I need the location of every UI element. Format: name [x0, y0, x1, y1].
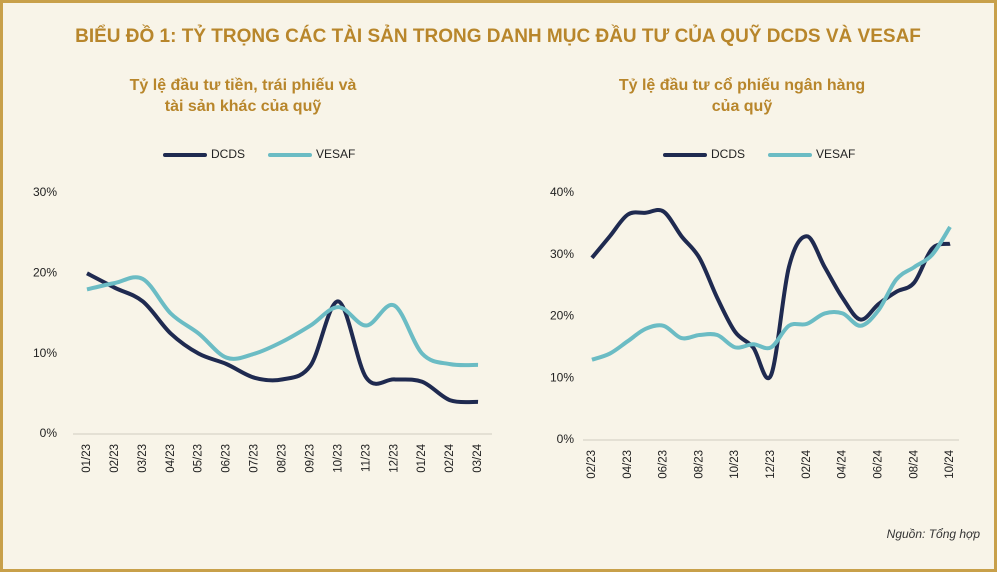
x-tick-label: 03/24 — [472, 443, 484, 472]
y-tick-label: 10% — [550, 370, 574, 384]
x-tick-label: 04/23 — [622, 450, 634, 479]
y-tick-label: 0% — [557, 432, 575, 446]
legend-label: VESAF — [316, 147, 355, 161]
chart-title: Tỷ lệ đầu tư tiền, trái phiếu và — [130, 77, 357, 94]
y-tick-label: 20% — [550, 309, 574, 323]
x-tick-label: 08/23 — [693, 450, 705, 479]
x-tick-label: 11/23 — [360, 444, 372, 472]
chart-title: tài sản khác của quỹ — [165, 98, 322, 115]
x-tick-label: 08/23 — [277, 444, 289, 473]
legend-label: DCDS — [211, 147, 245, 161]
x-tick-label: 04/24 — [837, 449, 849, 478]
chart-title: của quỹ — [712, 98, 773, 115]
x-tick-label: 03/23 — [137, 444, 149, 473]
y-tick-label: 20% — [33, 266, 57, 280]
x-tick-label: 01/23 — [81, 444, 93, 473]
x-tick-label: 02/24 — [801, 449, 813, 478]
y-tick-label: 40% — [550, 185, 574, 199]
x-tick-label: 09/23 — [304, 444, 316, 473]
x-tick-label: 06/23 — [658, 450, 670, 479]
x-tick-label: 01/24 — [416, 443, 428, 472]
chart-title: Tỷ lệ đầu tư cổ phiếu ngân hàng — [619, 76, 865, 94]
x-tick-label: 02/23 — [109, 444, 121, 473]
legend-label: VESAF — [816, 147, 855, 161]
y-tick-label: 0% — [40, 426, 58, 440]
x-tick-label: 12/23 — [765, 450, 777, 479]
x-tick-label: 06/23 — [221, 444, 233, 473]
x-tick-label: 10/23 — [332, 444, 344, 473]
legend-label: DCDS — [711, 147, 745, 161]
figure-title: BIỂU ĐỒ 1: TỶ TRỌNG CÁC TÀI SẢN TRONG DA… — [75, 25, 921, 47]
line-series — [590, 207, 951, 381]
x-tick-label: 12/23 — [388, 444, 400, 473]
x-tick-label: 04/23 — [165, 444, 177, 473]
y-tick-label: 30% — [33, 185, 57, 199]
x-tick-label: 10/23 — [729, 450, 741, 479]
x-tick-label: 10/24 — [944, 449, 956, 478]
x-tick-label: 07/23 — [249, 444, 261, 473]
line-series — [86, 271, 479, 405]
y-tick-label: 10% — [33, 346, 57, 360]
x-tick-label: 05/23 — [193, 444, 205, 473]
source: Nguồn: Tổng hợp — [887, 527, 981, 541]
x-tick-label: 08/24 — [908, 449, 920, 478]
line-series — [591, 225, 952, 362]
x-tick-label: 02/24 — [444, 443, 456, 472]
x-tick-label: 02/23 — [586, 450, 598, 479]
x-tick-label: 06/24 — [872, 449, 884, 478]
line-series — [86, 275, 479, 368]
y-tick-label: 30% — [550, 247, 574, 261]
